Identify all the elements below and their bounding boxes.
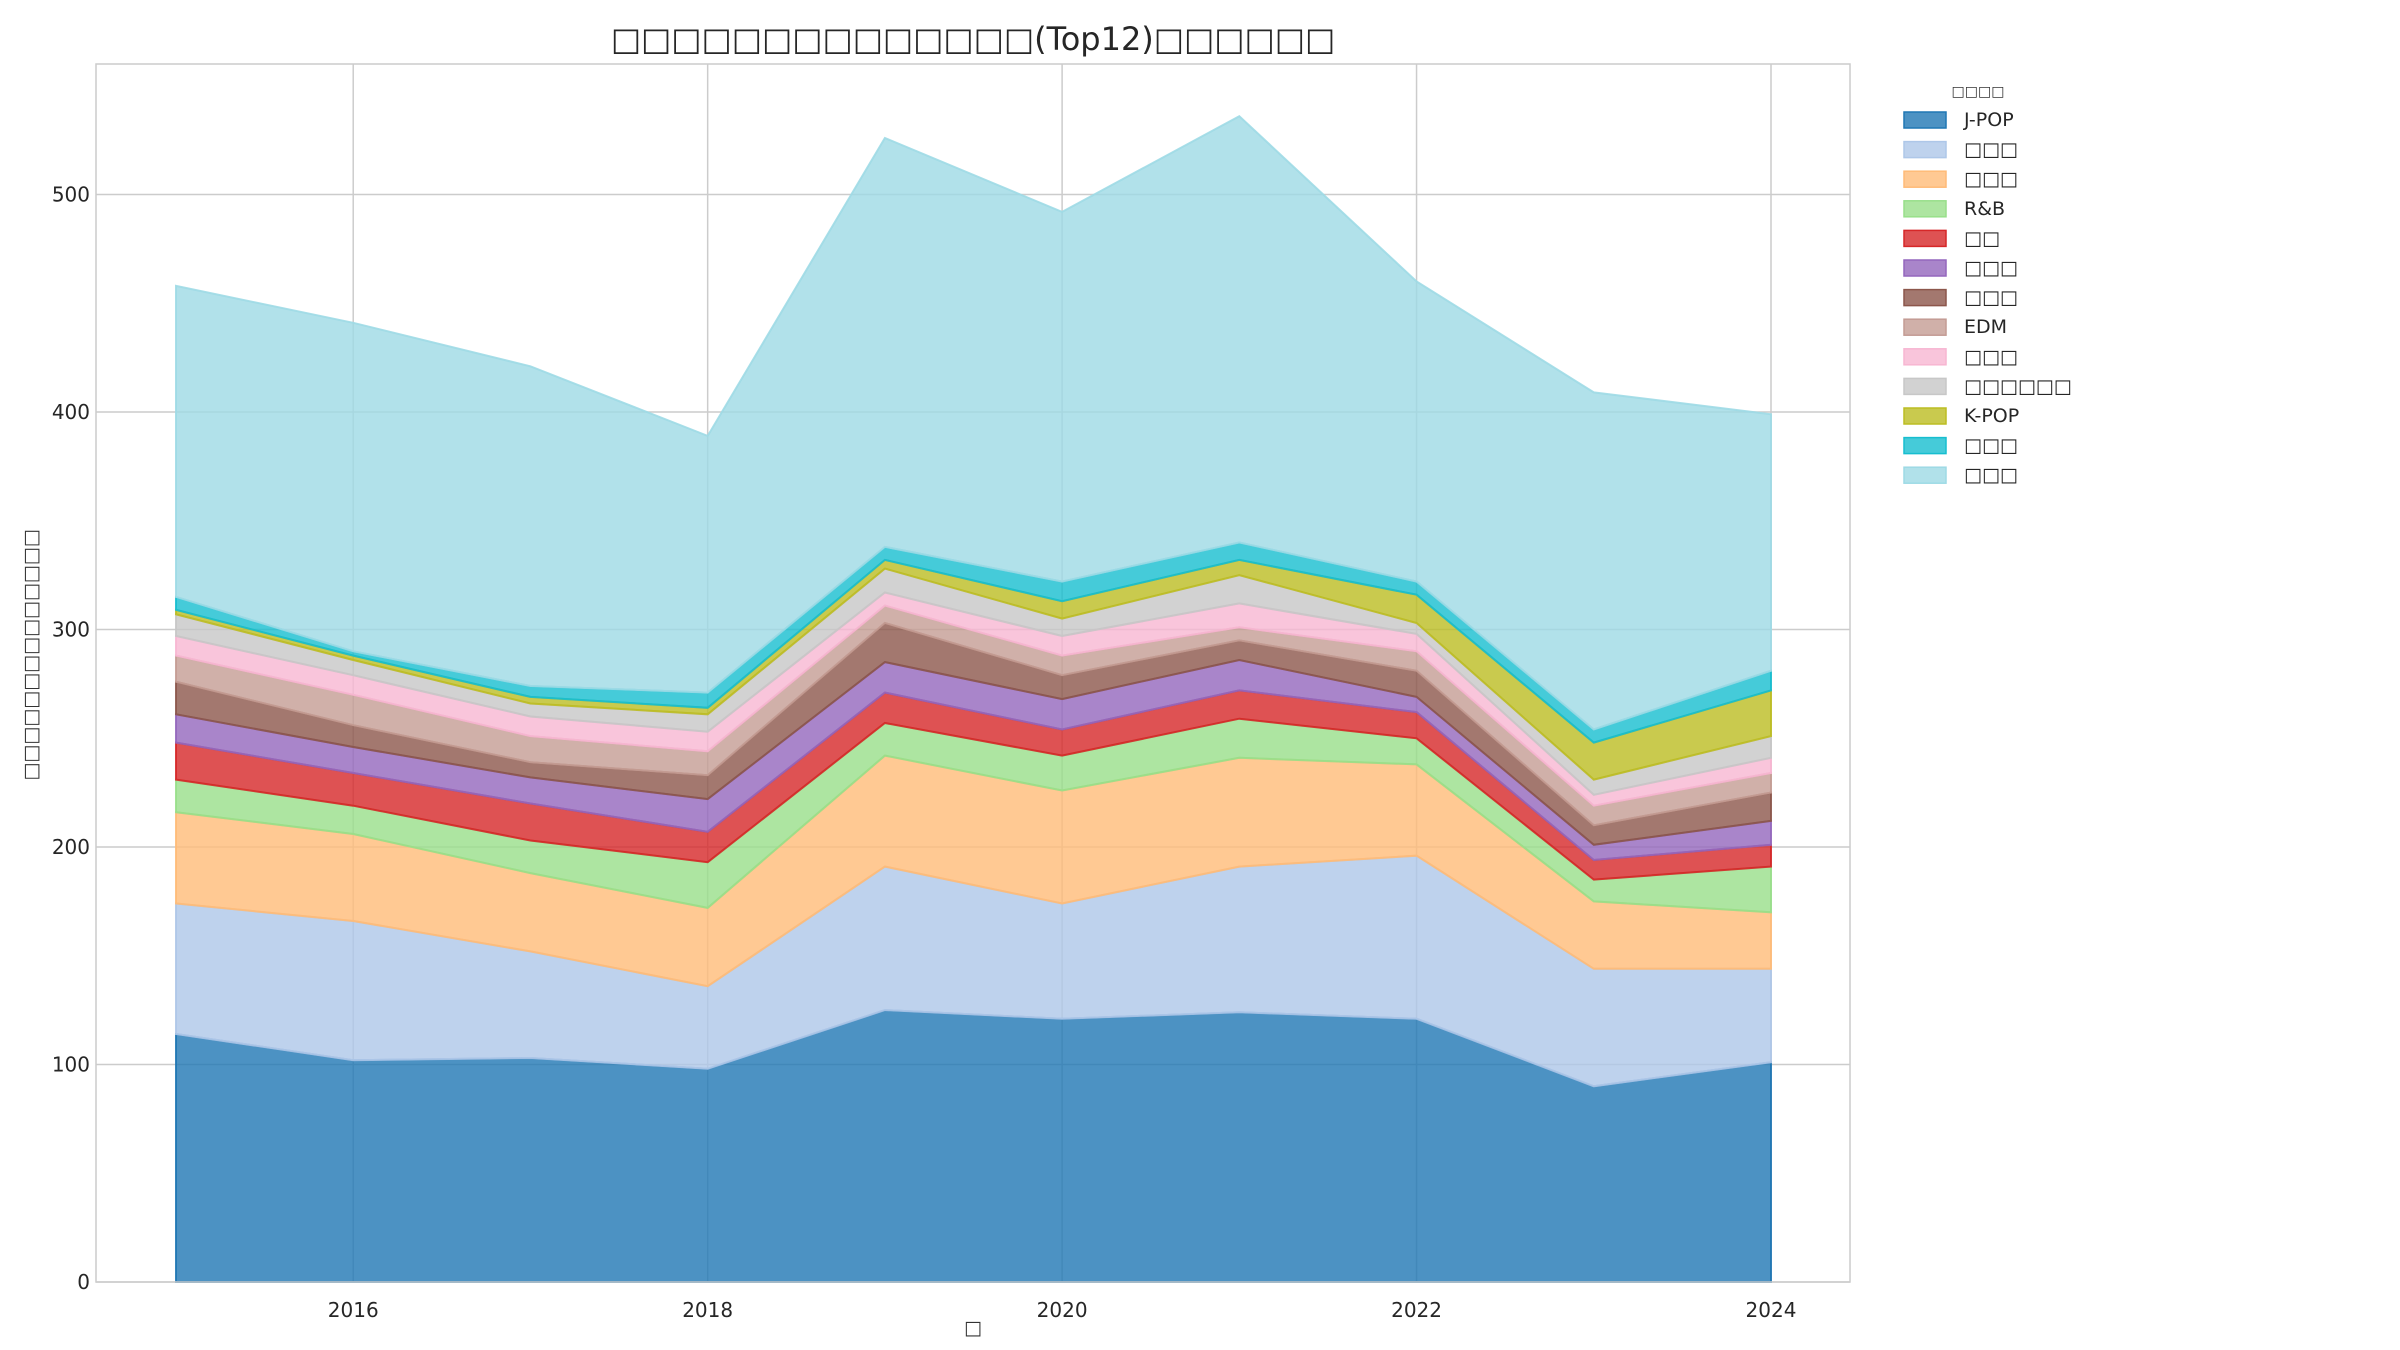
legend-item: EDM [1903, 316, 2007, 338]
y-tick-label: 300 [52, 618, 90, 642]
legend-swatch [1903, 288, 1947, 307]
legend-label: □□□ [1964, 287, 2018, 309]
legend-swatch [1903, 407, 1947, 425]
legend-item: □□□ [1903, 435, 2018, 457]
x-tick-label: 2016 [328, 1298, 379, 1322]
legend-label: EDM [1964, 316, 2007, 338]
legend-label: J-POP [1963, 109, 2014, 131]
legend-label: □□ [1964, 227, 2000, 249]
y-tick-label: 100 [52, 1053, 90, 1077]
legend-item: R&B [1903, 198, 2005, 220]
legend-item: □□□ [1903, 464, 2018, 486]
legend-label: K-POP [1964, 405, 2019, 427]
legend-items: J-POP□□□□□□R&B□□□□□□□□EDM□□□□□□□□□K-POP□… [1903, 109, 2072, 486]
legend-label: R&B [1964, 198, 2005, 220]
plot-frame [95, 63, 1851, 1283]
legend: □□□□ J-POP□□□□□□R&B□□□□□□□□EDM□□□□□□□□□K… [1903, 84, 2072, 486]
legend-item: □□□ [1903, 257, 2018, 279]
legend-swatch [1903, 200, 1947, 218]
legend-swatch [1903, 170, 1947, 188]
y-tick-label: 0 [77, 1270, 90, 1294]
legend-label: □□□ [1964, 257, 2018, 279]
legend-swatch [1903, 318, 1947, 336]
legend-label: □□□ [1964, 139, 2018, 161]
legend-label: □□□□□□ [1964, 375, 2072, 397]
x-tick-label: 2020 [1037, 1298, 1088, 1322]
legend-item: □□□ [1903, 287, 2018, 309]
legend-swatch [1903, 466, 1947, 484]
legend-item: K-POP [1903, 405, 2019, 427]
legend-item: □□□ [1903, 139, 2018, 161]
y-tick-label: 400 [52, 400, 90, 424]
y-tick-label: 200 [52, 835, 90, 859]
y-axis-label: □□□□□□□□□□□□□□ [20, 529, 42, 780]
legend-title: □□□□ [1952, 84, 2005, 100]
legend-swatch [1903, 140, 1947, 159]
legend-item: □□□□□□ [1903, 375, 2072, 397]
legend-label: □□□ [1964, 464, 2018, 486]
x-tick-label: 2024 [1746, 1298, 1797, 1322]
legend-item: □□□ [1903, 346, 2018, 368]
x-tick-label: 2018 [682, 1298, 733, 1322]
legend-swatch [1903, 377, 1947, 396]
legend-item: J-POP [1903, 109, 2014, 131]
y-axis-ticks: 0 100 200 300 400 500 [52, 183, 90, 1295]
legend-swatch [1903, 111, 1947, 129]
legend-label: □□□ [1964, 346, 2018, 368]
legend-label: □□□ [1964, 435, 2018, 457]
legend-swatch [1903, 259, 1947, 277]
x-axis-ticks: 2016 2018 2020 2022 2024 [328, 1298, 1797, 1322]
legend-item: □□□ [1903, 168, 2018, 190]
area-series [175, 114, 1772, 1283]
legend-label: □□□ [1964, 168, 2018, 190]
x-axis-label: □ [964, 1317, 982, 1339]
legend-swatch [1903, 348, 1947, 366]
legend-swatch [1903, 436, 1947, 455]
y-tick-label: 500 [52, 183, 90, 207]
legend-swatch [1903, 229, 1947, 248]
legend-item: □□ [1903, 227, 2000, 249]
x-tick-label: 2022 [1391, 1298, 1442, 1322]
chart-title: □□□□□□□□□□□□□□(Top12)□□□□□□ [611, 20, 1335, 58]
area-series-13 [175, 114, 1772, 731]
